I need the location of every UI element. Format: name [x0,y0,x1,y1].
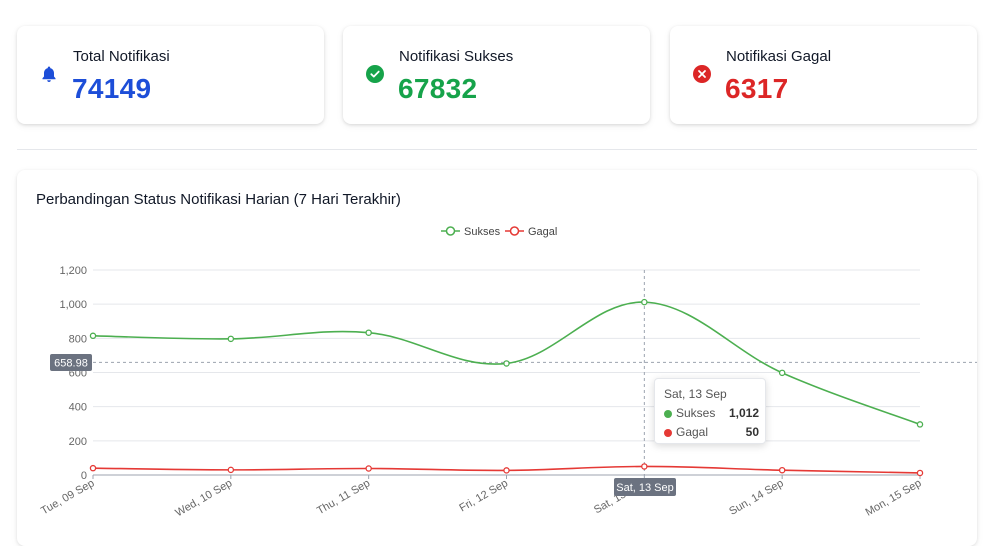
legend-label: Gagal [528,226,557,238]
legend-item-gagal[interactable]: Gagal [505,226,557,238]
legend-marker-circle [509,226,520,236]
y-tick-label: 400 [69,402,87,414]
data-point-gagal[interactable] [641,463,648,470]
y-tick-label: 1,200 [59,265,87,277]
tooltip-row-value: 50 [745,425,759,439]
y-tick-label: 200 [69,436,87,448]
sukses-dot-icon [664,410,672,418]
data-point-sukses[interactable] [641,298,648,306]
legend[interactable]: Sukses Gagal [441,226,557,238]
data-points[interactable] [89,298,924,477]
data-point-gagal[interactable] [778,466,786,474]
gagal-dot-icon [664,429,672,437]
x-tick-label: Wed, 10 Sep [173,477,234,519]
crosshair-y-label: 658.98 [54,358,88,370]
y-tick-label: 800 [69,333,87,345]
data-point-gagal[interactable] [365,465,372,472]
legend-item-sukses[interactable]: Sukses [441,226,501,238]
bell-icon [42,66,56,82]
legend-marker-circle [445,226,456,236]
check-circle-icon [366,65,384,83]
tooltip-title: Sat, 13 Sep [664,387,727,401]
data-point-gagal[interactable] [227,466,235,474]
tooltip-row-value: 1,012 [728,406,759,420]
notifikasi-sukses-label: Notifikasi Sukses [399,48,514,65]
y-tick-label: 0 [81,470,87,482]
total-notifikasi-card: Total Notifikasi 74149 [17,26,324,124]
total-notifikasi-value: 74149 [72,73,152,104]
notifikasi-gagal-card: Notifikasi Gagal 6317 [670,26,977,124]
tooltip-row-name: Gagal [676,425,709,439]
data-point-sukses[interactable] [503,360,510,367]
x-circle-icon [693,65,711,83]
grid-lines [93,269,920,442]
x-tick-label: Mon, 15 Sep [863,477,923,519]
data-point-sukses[interactable] [365,329,372,336]
chart-tooltip: Sat, 13 Sep Sukses 1,012 Gagal 50 [654,378,766,444]
x-tick-label: Sun, 14 Sep [727,477,785,518]
data-point-gagal[interactable] [503,467,510,474]
data-point-sukses[interactable] [778,369,786,377]
series-lines [92,301,921,474]
x-axis-ticks: Tue, 09 Sep Wed, 10 Sep Thu, 11 Sep Fri, 12… [39,475,924,519]
legend-label: Sukses [464,226,501,238]
notifikasi-gagal-label: Notifikasi Gagal [726,48,832,65]
chart-title: Perbandingan Status Notifikasi Harian (7… [36,191,401,208]
tooltip-row-gagal: Gagal 50 [664,425,759,441]
crosshair-x-label: Sat, 13 Sep [616,482,674,494]
chart-panel: Perbandingan Status Notifikasi Harian (7… [17,170,977,546]
data-point-gagal[interactable] [89,464,97,472]
stats-row: Total Notifikasi 74149 Notifikasi Sukses… [17,26,977,124]
data-point-sukses[interactable] [89,332,97,340]
tooltip-row-sukses: Sukses 1,012 [664,406,759,422]
notifikasi-sukses-value: 67832 [398,73,478,104]
crosshair-y-badge: 658.98 [50,354,92,371]
total-notifikasi-label: Total Notifikasi [73,48,170,65]
x-tick-label: Thu, 11 Sep [315,477,372,517]
notifikasi-gagal-value: 6317 [725,73,789,104]
x-tick-label: Fri, 12 Sep [457,477,510,514]
data-point-sukses[interactable] [227,335,235,343]
data-point-sukses[interactable] [916,421,924,428]
x-tick-label: Tue, 09 Sep [39,477,97,517]
crosshair-x-badge: Sat, 13 Sep [614,478,676,496]
crosshair [93,270,977,475]
data-point-gagal[interactable] [916,469,924,477]
notifikasi-sukses-card: Notifikasi Sukses 67832 [343,26,650,124]
tooltip-row-name: Sukses [676,406,716,420]
section-divider [17,149,977,150]
y-tick-label: 1,000 [59,299,87,311]
